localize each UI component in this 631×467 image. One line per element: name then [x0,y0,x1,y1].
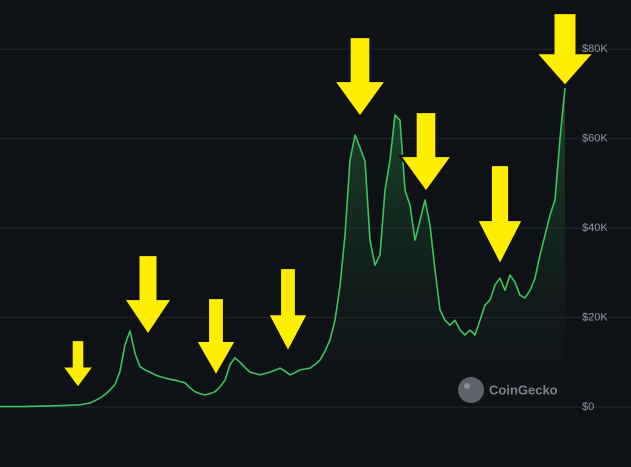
annotation-arrows [62,13,594,388]
y-tick-label: $40K [582,222,608,234]
arrow [268,268,308,352]
arrow [536,13,594,86]
watermark: CoinGecko [458,377,558,403]
y-tick-label: $60K [582,133,608,145]
area-fill [0,88,565,407]
plot [0,88,566,408]
price-line [0,88,566,408]
arrow [62,340,94,388]
arrow [196,298,236,376]
arrow [124,255,172,335]
arrow [334,37,386,117]
watermark-logo-eye [464,383,470,389]
watermark-text: CoinGecko [489,382,558,397]
arrow [477,165,523,265]
y-tick-label: $20K [582,311,608,323]
arrow [400,112,452,192]
watermark-logo [458,377,484,403]
y-tick-label: $0 [582,401,594,413]
